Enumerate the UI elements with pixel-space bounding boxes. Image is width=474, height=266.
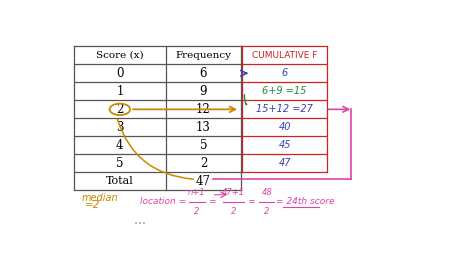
- Text: 13: 13: [196, 121, 211, 134]
- Text: Score (x): Score (x): [96, 51, 144, 60]
- Text: n+1: n+1: [188, 188, 206, 197]
- FancyArrowPatch shape: [244, 95, 246, 105]
- Text: 6+9 =15: 6+9 =15: [263, 86, 307, 96]
- Text: 40: 40: [278, 122, 291, 132]
- Text: = 24th score: = 24th score: [276, 197, 335, 206]
- Text: 2: 2: [116, 103, 124, 116]
- Text: 45: 45: [278, 140, 291, 150]
- Text: 12: 12: [196, 103, 211, 116]
- Text: 3: 3: [116, 121, 124, 134]
- Text: 6: 6: [200, 67, 207, 80]
- Text: 2: 2: [194, 207, 200, 216]
- Text: 2: 2: [231, 207, 237, 216]
- Text: median: median: [82, 193, 118, 203]
- Text: =: =: [208, 197, 216, 206]
- Text: 2: 2: [264, 207, 270, 216]
- Text: 47: 47: [278, 159, 291, 168]
- Text: 15+12 =27: 15+12 =27: [256, 104, 313, 114]
- Text: 5: 5: [116, 157, 124, 170]
- Text: 0: 0: [116, 67, 124, 80]
- Text: 47: 47: [196, 175, 211, 188]
- Text: 47+1: 47+1: [222, 188, 246, 197]
- Text: 48: 48: [262, 188, 272, 197]
- Text: 4: 4: [116, 139, 124, 152]
- Text: =: =: [246, 197, 254, 206]
- Text: 9: 9: [200, 85, 207, 98]
- Text: Total: Total: [106, 176, 134, 186]
- Text: 1: 1: [116, 85, 124, 98]
- Text: Frequency: Frequency: [175, 51, 231, 60]
- Text: =2: =2: [85, 200, 100, 210]
- Text: 5: 5: [200, 139, 207, 152]
- Text: 2: 2: [200, 157, 207, 170]
- Text: 6: 6: [282, 68, 288, 78]
- Text: location =: location =: [140, 197, 186, 206]
- Text: •••: •••: [134, 222, 146, 227]
- Text: CUMULATIVE F: CUMULATIVE F: [252, 51, 317, 60]
- FancyArrowPatch shape: [118, 119, 193, 179]
